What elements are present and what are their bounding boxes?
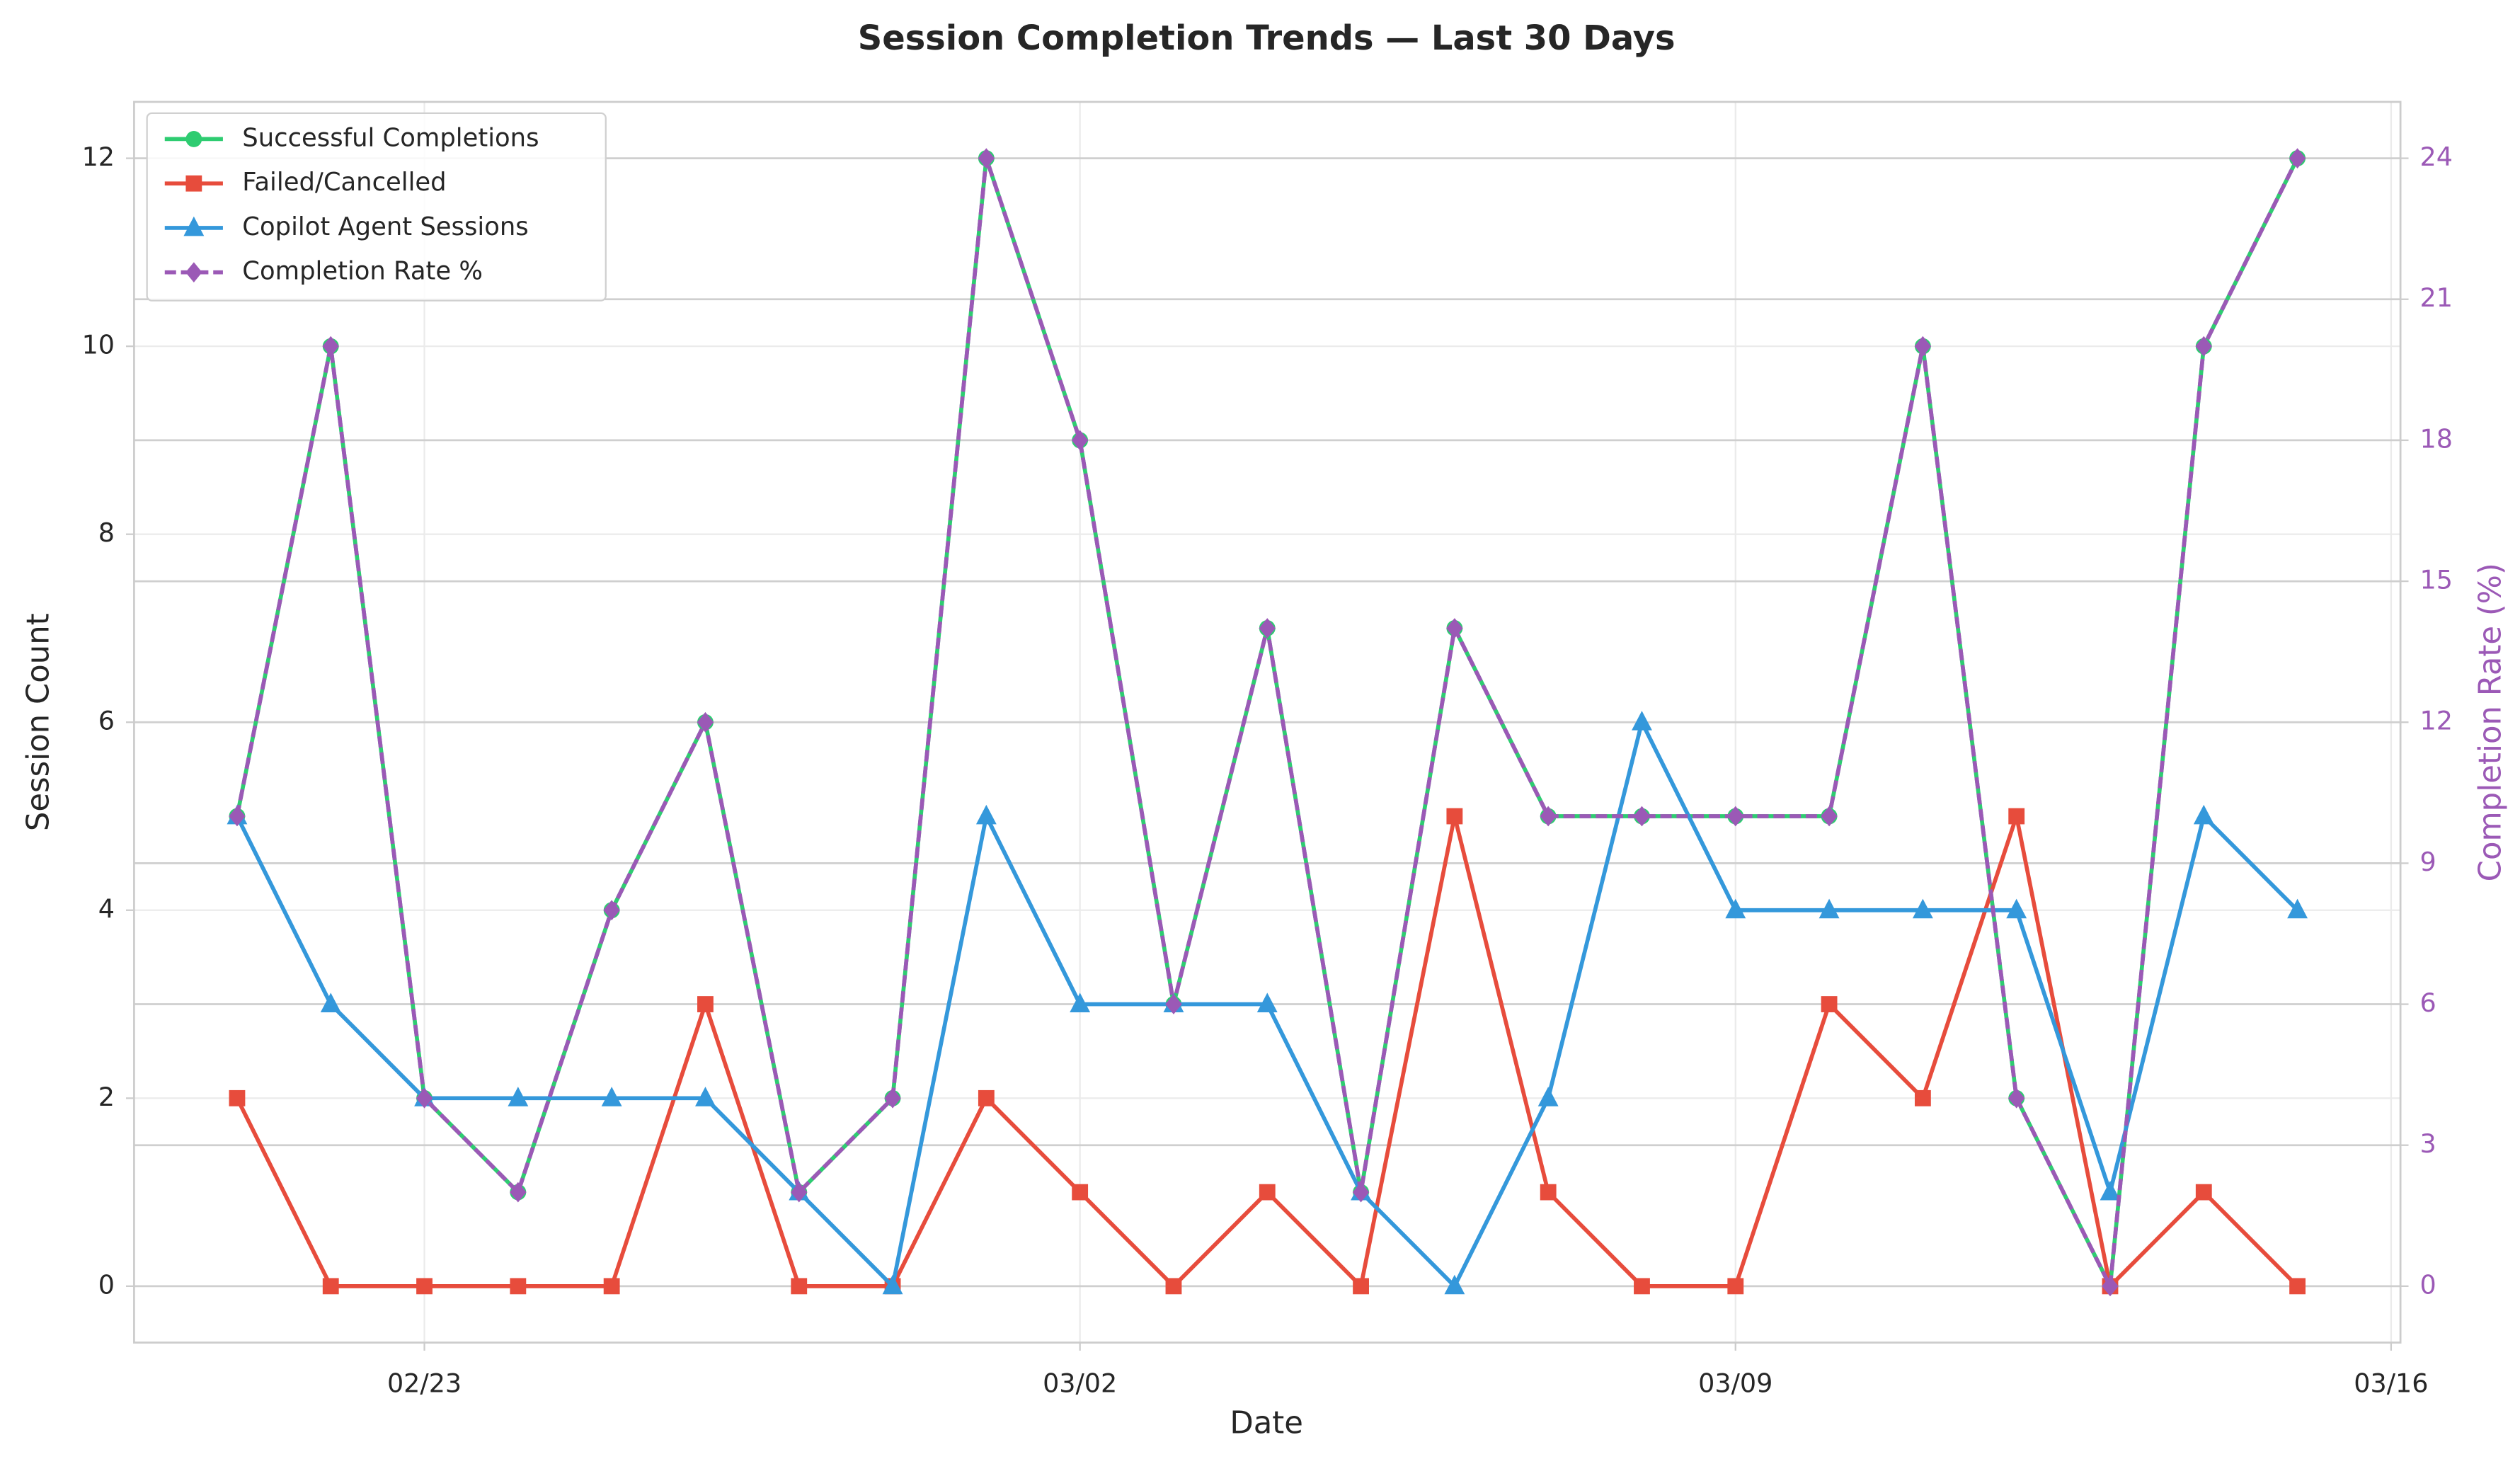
point [1821, 996, 1838, 1012]
point [2289, 1278, 2306, 1295]
y2-tick-label: 15 [2420, 565, 2453, 595]
x-tick-label: 03/16 [2354, 1368, 2428, 1398]
point [510, 1278, 527, 1295]
point [884, 1087, 901, 1109]
y-tick-label: 8 [98, 517, 115, 548]
point [2008, 1087, 2025, 1109]
point [1632, 711, 1652, 731]
legend-label: Copilot Agent Sessions [242, 212, 528, 241]
point [322, 1278, 339, 1295]
y-tick-label: 0 [98, 1269, 115, 1300]
point [697, 711, 714, 733]
point [2193, 804, 2214, 825]
point [320, 992, 341, 1012]
legend: Successful Completions Failed/Cancelled Co… [146, 112, 607, 302]
point [416, 1087, 433, 1109]
point [791, 1278, 808, 1295]
point [1072, 1184, 1089, 1201]
point [2287, 898, 2308, 919]
point [1446, 808, 1463, 825]
point [1256, 992, 1278, 1012]
y2-tick-label: 12 [2420, 706, 2453, 736]
y-tick-label: 6 [98, 706, 115, 736]
point [1259, 618, 1276, 639]
legend-marker [185, 130, 202, 147]
point [1821, 806, 1838, 827]
point [1070, 992, 1091, 1012]
point [1446, 618, 1463, 639]
x-axis-label: Date [1230, 1405, 1303, 1441]
point [1540, 1184, 1557, 1201]
point [1353, 1278, 1369, 1295]
point [2195, 336, 2213, 357]
point [1727, 1278, 1744, 1295]
legend-label: Successful Completions [242, 123, 539, 152]
point [1634, 1278, 1650, 1295]
y-axis-label: Session Count [21, 613, 57, 831]
point [2195, 1184, 2212, 1201]
point [1912, 898, 1933, 919]
point [978, 148, 995, 168]
y-tick-label: 2 [98, 1082, 115, 1112]
point [1444, 1274, 1465, 1295]
x-tick-label: 03/09 [1698, 1368, 1772, 1398]
y-tick-label: 12 [82, 142, 115, 172]
point [1819, 898, 1840, 919]
y2-tick-label: 9 [2420, 847, 2436, 877]
point [1537, 1087, 1559, 1106]
point [510, 1181, 527, 1203]
point [2100, 1180, 2121, 1201]
y2-tick-label: 18 [2420, 423, 2453, 454]
point [882, 1274, 903, 1295]
point [695, 1087, 716, 1106]
point [1165, 994, 1182, 1014]
point [2289, 148, 2306, 168]
y2-tick-label: 0 [2420, 1269, 2436, 1300]
point [978, 1089, 995, 1106]
y2-tick-label: 24 [2420, 142, 2453, 172]
point [2008, 808, 2025, 825]
y2-tick-label: 21 [2420, 282, 2453, 313]
point [697, 996, 714, 1012]
point [229, 806, 246, 827]
point [1165, 1278, 1182, 1295]
point [791, 1181, 808, 1203]
legend-label: Completion Rate % [242, 257, 483, 286]
point [603, 1278, 620, 1295]
point [1914, 1089, 1931, 1106]
point [322, 336, 339, 357]
y-tick-label: 10 [82, 330, 115, 360]
legend-marker [185, 175, 202, 192]
point [229, 1089, 246, 1106]
point [1071, 430, 1089, 451]
point [975, 804, 997, 825]
point [508, 1087, 529, 1106]
x-tick-label: 03/02 [1043, 1368, 1117, 1398]
point [603, 900, 620, 921]
legend-box [146, 112, 607, 302]
point [601, 1087, 622, 1106]
chart-title: Session Completion Trends — Last 30 Days [858, 19, 1676, 58]
point [1633, 806, 1651, 827]
point [1259, 1184, 1276, 1201]
point [1914, 336, 1932, 357]
x-tick-label: 02/23 [387, 1368, 462, 1398]
point [1727, 806, 1744, 827]
y2-tick-label: 6 [2420, 988, 2436, 1018]
y-tick-label: 4 [98, 893, 115, 924]
y2-tick-label: 3 [2420, 1128, 2436, 1159]
point [1725, 898, 1746, 919]
point [1352, 1181, 1370, 1203]
y2-axis-label: Completion Rate (%) [2473, 563, 2509, 881]
point [2006, 898, 2027, 919]
legend-marker [185, 262, 202, 283]
legend-marker [183, 216, 205, 236]
point [416, 1278, 433, 1295]
legend-label: Failed/Cancelled [242, 168, 446, 197]
point [2102, 1276, 2119, 1297]
point [1540, 806, 1557, 827]
